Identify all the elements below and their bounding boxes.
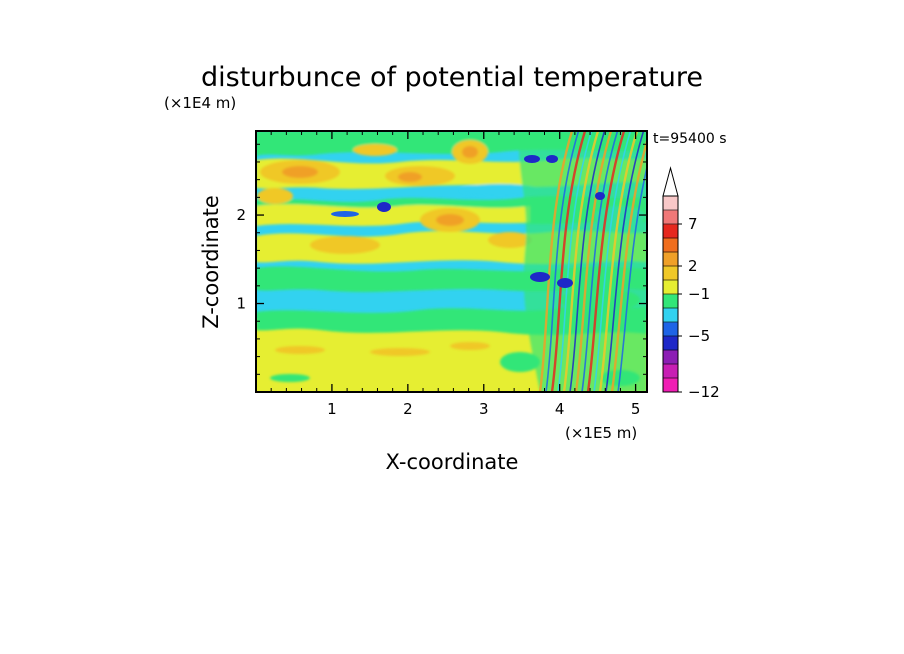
blue-feature-6 [557,278,573,288]
x-ticks: 1 2 3 4 5 [270,131,641,418]
blue-feature-7 [595,192,605,200]
colorbar-swatch [663,280,678,295]
orange-patch-11 [488,232,532,248]
colorbar-label: −12 [688,383,720,401]
colorbar-swatch [663,210,678,225]
wave-stripe [586,131,626,392]
colorbar-swatch [663,238,678,253]
x-tick-label: 3 [479,400,489,418]
colorbar-label: −5 [688,327,710,345]
orange-patch-9 [310,236,380,254]
wave-stripe [581,131,619,392]
colorbar-label: −1 [688,285,710,303]
colorbar-swatch [663,252,678,267]
colorbar-swatch [663,224,678,239]
orange-patch-4 [398,172,422,182]
wave-stripe [598,131,639,392]
wave-stripe [605,131,645,392]
colorbar-swatch [663,294,678,309]
x-unit-label: (×1E5 m) [565,424,637,442]
wave-stripe [562,131,600,392]
y-tick-label: 1 [236,295,246,313]
x-tick-label: 2 [403,400,413,418]
orange-patch-2 [282,166,318,178]
y-unit-label: (×1E4 m) [164,94,236,112]
x-tick-label: 1 [327,400,337,418]
wave-stripe [538,131,574,392]
wave-stripe [593,131,632,392]
colorbar-swatch [663,308,678,323]
colorbar-swatch [663,336,678,351]
colorbar: 7 2 −1 −5 −12 [662,166,720,401]
blue-feature-3 [524,155,540,163]
wave-stripe [545,131,580,392]
orange-patch-6 [462,146,478,158]
y-axis-label: Z-coordinate [199,195,223,329]
x-tick-label: 4 [555,400,565,418]
x-tick-label: 5 [631,400,641,418]
colorbar-label: 7 [688,215,698,233]
colorbar-swatch [663,378,678,393]
orange-patch-10 [257,188,293,204]
y-ticks: 12 [236,143,647,375]
blue-feature-2 [331,211,359,217]
x-axis-label: X-coordinate [386,450,519,474]
blue-feature-4 [546,155,558,163]
wave-stripe [617,163,647,392]
wave-stripe [610,137,647,392]
colorbar-label: 2 [688,257,698,275]
colorbar-swatch [663,350,678,365]
colorbar-swatch [663,266,678,281]
blue-feature-5 [530,272,550,282]
cyan-patch-1 [460,184,540,196]
contour-field [256,131,647,392]
y-tick-label: 2 [236,206,246,224]
green-low-1 [270,374,310,382]
wave-stripe [574,131,613,392]
orange-low-3 [450,342,490,350]
colorbar-extend-arrow [662,166,679,197]
wave-stripe [569,131,606,392]
green-low-2 [500,352,540,372]
colorbar-swatch [663,196,678,211]
chart-title: disturbunce of potential temperature [201,62,703,93]
blue-feature-1 [377,202,391,212]
orange-patch-12 [353,144,397,156]
orange-patch-8 [436,214,464,226]
colorbar-swatch [663,364,678,379]
plot-frame [255,130,648,393]
colorbar-swatch [663,322,678,337]
wave-stripe [557,131,593,392]
wave-stripe [550,131,587,392]
orange-low-2 [370,348,430,356]
orange-low-1 [275,346,325,354]
wave-stripes [538,131,647,392]
time-label: t=95400 s [653,131,727,147]
